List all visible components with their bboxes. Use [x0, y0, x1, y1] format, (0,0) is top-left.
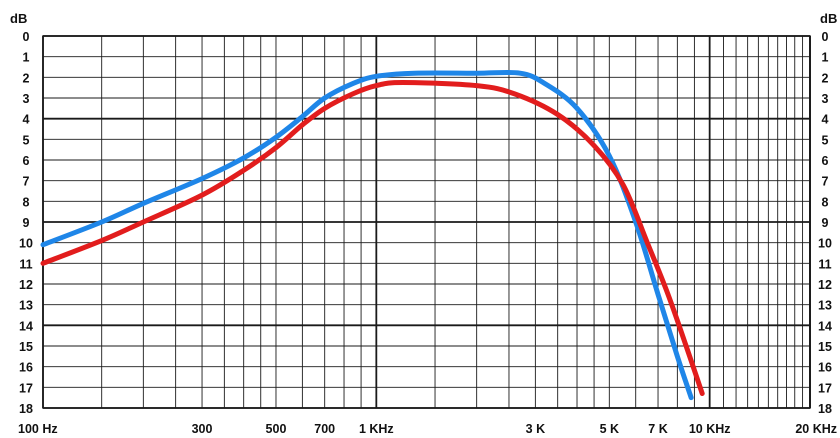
right-y-tick-label: 11 [818, 257, 831, 271]
right-y-tick-label: 2 [822, 71, 829, 85]
left-y-tick-label: 0 [23, 30, 30, 44]
x-tick-label: 100 Hz [18, 422, 58, 436]
right-y-tick-label: 1 [822, 51, 829, 65]
right-y-tick-label: 12 [818, 278, 832, 292]
left-y-tick-label: 5 [23, 133, 30, 147]
x-tick-label: 5 K [600, 422, 619, 436]
x-tick-label: 1 KHz [359, 422, 394, 436]
x-tick-label: 500 [266, 422, 287, 436]
left-y-tick-label: 4 [23, 113, 30, 127]
right-y-tick-label: 16 [818, 361, 832, 375]
left-y-tick-label: 13 [19, 299, 33, 313]
left-y-tick-label: 10 [19, 237, 33, 251]
left-y-tick-label: 1 [23, 51, 30, 65]
right-y-tick-label: 10 [818, 237, 832, 251]
x-tick-label: 300 [192, 422, 213, 436]
right-y-tick-label: 0 [822, 30, 829, 44]
left-y-tick-label: 11 [19, 257, 32, 271]
left-y-tick-label: 2 [23, 71, 30, 85]
x-tick-label: 10 KHz [689, 422, 731, 436]
right-y-tick-label: 4 [822, 113, 829, 127]
series-layer [40, 69, 705, 401]
red-response-curve [40, 80, 705, 397]
left-y-tick-label: 6 [23, 154, 30, 168]
left-y-tick-label: 7 [23, 175, 30, 189]
right-y-tick-label: 13 [818, 299, 832, 313]
left-db-label: dB [10, 11, 27, 26]
x-tick-label: 20 KHz [795, 422, 837, 436]
left-y-tick-label: 17 [19, 381, 33, 395]
right-db-label: dB [820, 11, 837, 26]
right-y-tick-label: 8 [822, 195, 829, 209]
x-tick-label: 7 K [648, 422, 667, 436]
right-y-tick-label: 14 [818, 319, 832, 333]
left-y-tick-label: 9 [23, 216, 30, 230]
left-y-tick-label: 3 [23, 92, 30, 106]
right-y-tick-label: 7 [822, 175, 829, 189]
left-y-tick-label: 8 [23, 195, 30, 209]
x-tick-label: 3 K [526, 422, 545, 436]
left-y-tick-label: 18 [19, 402, 33, 416]
left-y-tick-label: 12 [19, 278, 33, 292]
left-y-tick-label: 14 [19, 319, 33, 333]
blue-response-curve [40, 69, 694, 401]
right-y-tick-label: 15 [818, 340, 832, 354]
grid-layer [42, 35, 811, 409]
right-y-tick-label: 3 [822, 92, 829, 106]
right-y-tick-label: 17 [818, 381, 832, 395]
right-y-tick-label: 9 [822, 216, 829, 230]
x-tick-label: 700 [314, 422, 335, 436]
right-y-tick-label: 5 [822, 133, 829, 147]
left-y-tick-label: 16 [19, 361, 33, 375]
left-y-tick-label: 15 [19, 340, 33, 354]
right-y-tick-label: 6 [822, 154, 829, 168]
right-y-tick-label: 18 [818, 402, 832, 416]
